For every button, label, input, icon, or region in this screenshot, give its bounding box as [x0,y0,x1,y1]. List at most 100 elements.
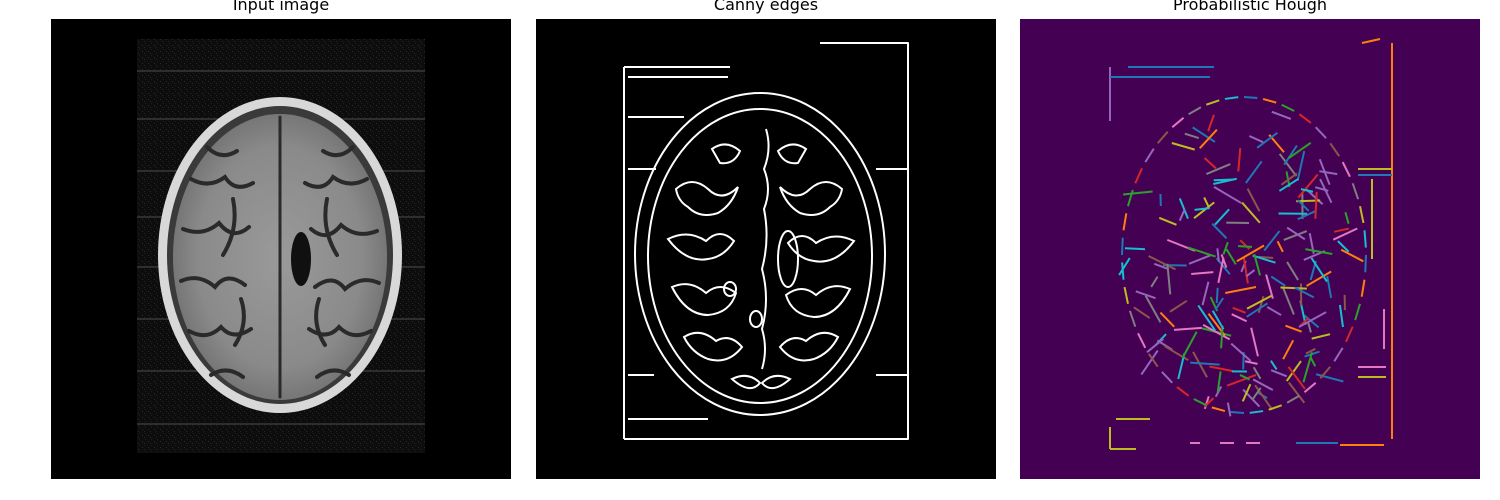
sulci [179,115,381,399]
hough-segment [1305,248,1333,256]
hough-segment [1181,331,1198,358]
input-image-panel [51,19,511,479]
hough-segment [1121,262,1125,280]
hough-segment [1118,257,1131,276]
hough-segment [1294,286,1315,299]
panel-title-probabilistic-hough: Probabilistic Hough [1172,0,1328,14]
hough-segment [1193,398,1207,407]
hough-segment [1249,410,1264,414]
hough-segment [1263,230,1281,252]
hough-segment [1361,38,1381,44]
hough-segment [1140,349,1159,376]
hough-segment [1363,230,1367,248]
hough-segment [1364,254,1367,273]
hough-segment [1213,186,1242,204]
hough-segment [1311,333,1331,340]
hough-segment [1282,339,1295,360]
hough-segment [1122,213,1128,231]
hough-segment [1257,295,1265,314]
midline-edge [761,128,770,370]
hough-segment [1199,128,1218,149]
hough-segment [1176,386,1190,397]
hough-segment [1253,253,1261,276]
hough-segment [1276,240,1284,253]
hough-segment [1310,257,1328,283]
hough-segment [1128,310,1137,328]
hough-segment [1285,324,1302,333]
hough-segment [1147,353,1159,368]
hough-segment [1283,144,1298,166]
hough-segment [1354,303,1361,321]
hough-segment [1297,173,1319,199]
hough-segment [1161,371,1174,384]
hough-segment [1194,207,1210,211]
hough-segment [1315,373,1344,383]
hough-segment [1256,131,1278,149]
hough-segment [1214,297,1225,311]
hough-segment [1248,135,1264,144]
hough-segment [1241,201,1261,224]
hough-segment [1296,150,1306,181]
hough-segment [1224,96,1239,100]
hough-segment [1193,201,1215,219]
hough-segment [1197,304,1216,332]
hough-segment [1225,248,1237,265]
hough-segment [1344,211,1350,224]
hough-segment [1153,262,1170,271]
hough-segment [1225,286,1257,294]
hough-segment [1230,411,1245,414]
hough-segment [1305,347,1316,355]
hough-segment [1265,274,1274,299]
hough-segment [1148,255,1176,271]
hough-segment [1236,244,1265,263]
hough-segment [1201,281,1210,306]
hough-segment [1144,295,1162,323]
hough-segment [1220,325,1224,349]
hough-segment [1254,384,1274,411]
hough-segment [1318,158,1331,186]
hough-segment [1133,306,1151,319]
hough-segment [1245,269,1256,278]
hough-segment [1314,192,1318,219]
hough-segment [1266,306,1282,316]
hough-segment [1303,314,1320,329]
hough-segment [1173,326,1202,331]
hough-segment [1285,360,1302,382]
hough-segment [1187,246,1216,258]
hough-segment [1134,167,1143,184]
hough-segment [1211,223,1228,240]
hough-segment [1202,324,1231,341]
hough-segment [1135,290,1156,300]
hough-segment [1239,374,1251,381]
hough-segment [1297,199,1310,212]
mri-image [51,19,511,479]
panel-title-canny-edges: Canny edges [713,0,819,14]
hough-segment [1281,103,1295,112]
hough-segment [1144,148,1155,163]
hough-segment [1211,310,1225,330]
hough-segment [1252,378,1274,391]
hough-segment [1288,141,1312,159]
hough-segment [1244,360,1258,365]
hough-segment [1332,227,1358,241]
hough-segment [1340,248,1364,263]
hough-segment [1192,126,1216,143]
hough-segment [1178,209,1186,222]
hough-segment [1184,132,1200,140]
hough-segment [1232,306,1247,314]
hough-segment [1337,240,1350,253]
hough-segment [1159,311,1175,328]
hough-segment [1303,382,1317,394]
hough-segment [1127,189,1134,207]
hough-segment [1286,261,1299,281]
hough-segment [1297,210,1317,221]
hough-segment [1217,257,1225,284]
ventricle [291,232,311,286]
hough-segment [1306,270,1332,287]
hough-segment [1333,347,1344,362]
hough-segment [1178,197,1189,219]
hough-segment [1251,387,1262,401]
hough-segment [1338,304,1344,328]
hough-segment [1245,160,1263,184]
hough-segment [1211,406,1226,413]
